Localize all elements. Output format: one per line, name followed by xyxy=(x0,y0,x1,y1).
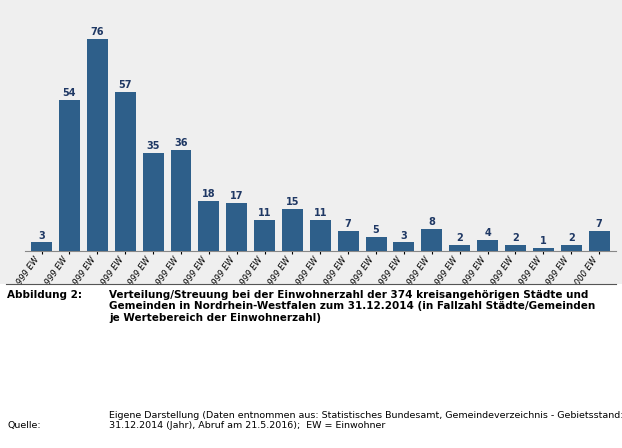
Bar xyxy=(142,153,164,251)
Text: Quelle:: Quelle: xyxy=(7,421,41,430)
Text: 11: 11 xyxy=(313,208,327,218)
Bar xyxy=(449,246,470,251)
Text: 7: 7 xyxy=(345,220,351,229)
Bar xyxy=(421,228,442,251)
Bar xyxy=(115,92,136,251)
Text: 35: 35 xyxy=(146,141,160,151)
Bar xyxy=(310,220,331,251)
Bar xyxy=(282,209,303,251)
Bar xyxy=(31,242,52,251)
Text: 5: 5 xyxy=(373,225,379,235)
Bar xyxy=(226,203,247,251)
Bar xyxy=(338,231,359,251)
Text: 3: 3 xyxy=(401,231,407,241)
Bar xyxy=(170,151,192,251)
Bar xyxy=(533,248,554,251)
Bar xyxy=(477,240,498,251)
Bar xyxy=(394,242,414,251)
Bar xyxy=(560,246,582,251)
Text: 2: 2 xyxy=(512,233,519,243)
Text: 1: 1 xyxy=(540,236,547,246)
Text: 57: 57 xyxy=(118,80,132,90)
Text: Abbildung 2:: Abbildung 2: xyxy=(7,290,83,300)
Bar xyxy=(198,201,220,251)
Text: Verteilung/Streuung bei der Einwohnerzahl der 374 kreisangehörigen Städte und
Ge: Verteilung/Streuung bei der Einwohnerzah… xyxy=(109,290,595,323)
Text: Eigene Darstellung (Daten entnommen aus: Statistisches Bundesamt, Gemeindeverzei: Eigene Darstellung (Daten entnommen aus:… xyxy=(109,411,622,430)
Bar xyxy=(505,246,526,251)
Text: 18: 18 xyxy=(202,189,216,198)
Bar xyxy=(59,100,80,251)
Text: 3: 3 xyxy=(38,231,45,241)
Bar xyxy=(588,231,610,251)
Text: 15: 15 xyxy=(285,197,299,207)
Text: 17: 17 xyxy=(230,191,243,202)
Text: 76: 76 xyxy=(91,26,104,37)
Bar xyxy=(254,220,275,251)
Text: 4: 4 xyxy=(484,228,491,238)
Text: 7: 7 xyxy=(596,220,603,229)
Text: 2: 2 xyxy=(568,233,575,243)
Bar xyxy=(366,237,386,251)
Bar xyxy=(87,39,108,251)
Text: 8: 8 xyxy=(429,216,435,227)
Text: 2: 2 xyxy=(457,233,463,243)
Text: 11: 11 xyxy=(258,208,271,218)
Text: 54: 54 xyxy=(63,88,77,98)
Text: 36: 36 xyxy=(174,138,188,148)
